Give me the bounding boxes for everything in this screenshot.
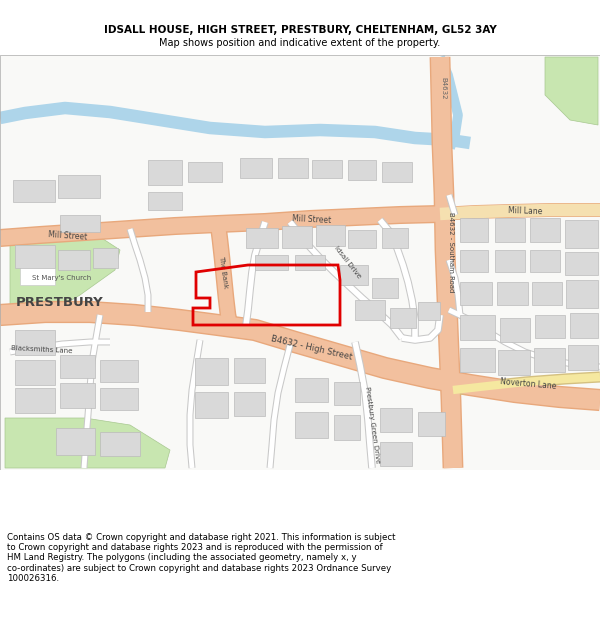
Text: Prestbury Green Drive: Prestbury Green Drive — [364, 386, 380, 464]
Polygon shape — [234, 358, 265, 383]
Polygon shape — [530, 250, 560, 272]
Polygon shape — [60, 383, 95, 408]
Polygon shape — [570, 313, 598, 338]
Polygon shape — [534, 348, 565, 372]
Polygon shape — [148, 160, 182, 185]
Polygon shape — [56, 428, 95, 455]
Polygon shape — [497, 282, 528, 305]
Polygon shape — [295, 412, 328, 438]
Polygon shape — [10, 233, 120, 310]
Polygon shape — [20, 258, 55, 285]
Polygon shape — [100, 432, 140, 456]
Polygon shape — [495, 250, 525, 272]
Polygon shape — [418, 302, 440, 320]
Polygon shape — [460, 250, 488, 272]
Polygon shape — [565, 252, 598, 275]
Polygon shape — [195, 358, 228, 385]
Polygon shape — [498, 350, 530, 375]
Polygon shape — [334, 415, 360, 440]
Polygon shape — [535, 315, 565, 338]
Text: IDSALL HOUSE, HIGH STREET, PRESTBURY, CHELTENHAM, GL52 3AY: IDSALL HOUSE, HIGH STREET, PRESTBURY, CH… — [104, 25, 496, 35]
Polygon shape — [15, 388, 55, 413]
Polygon shape — [382, 162, 412, 182]
Polygon shape — [58, 175, 100, 198]
Text: Mill Street: Mill Street — [48, 230, 88, 242]
Polygon shape — [390, 308, 416, 328]
Polygon shape — [500, 318, 530, 342]
Text: Noverton Lane: Noverton Lane — [500, 377, 556, 391]
Polygon shape — [278, 158, 308, 178]
Polygon shape — [100, 360, 138, 382]
Polygon shape — [460, 282, 492, 305]
Polygon shape — [15, 245, 55, 268]
Polygon shape — [380, 408, 412, 432]
Text: Idsall Drive: Idsall Drive — [334, 245, 362, 279]
Polygon shape — [240, 158, 272, 178]
Polygon shape — [15, 360, 55, 385]
Polygon shape — [316, 225, 345, 246]
Polygon shape — [382, 228, 408, 248]
Polygon shape — [195, 392, 228, 418]
Polygon shape — [282, 226, 312, 248]
Text: Map shows position and indicative extent of the property.: Map shows position and indicative extent… — [160, 38, 440, 48]
Polygon shape — [234, 392, 265, 416]
Polygon shape — [334, 382, 360, 405]
Polygon shape — [460, 348, 495, 372]
Polygon shape — [255, 255, 288, 270]
Polygon shape — [380, 442, 412, 466]
Polygon shape — [148, 192, 182, 210]
Polygon shape — [565, 220, 598, 248]
Polygon shape — [545, 57, 598, 125]
Polygon shape — [566, 280, 598, 308]
Text: Blacksmiths Lane: Blacksmiths Lane — [11, 346, 73, 354]
Polygon shape — [93, 248, 118, 268]
Text: The Bank: The Bank — [218, 255, 228, 289]
Text: B4632 - Southam Road: B4632 - Southam Road — [448, 212, 454, 292]
Polygon shape — [418, 412, 445, 436]
Text: St Mary's Church: St Mary's Church — [32, 275, 92, 281]
Polygon shape — [0, 55, 600, 470]
Polygon shape — [348, 230, 376, 248]
Polygon shape — [348, 160, 376, 180]
Polygon shape — [295, 378, 328, 402]
Polygon shape — [60, 215, 100, 232]
Polygon shape — [15, 330, 55, 355]
Text: Contains OS data © Crown copyright and database right 2021. This information is : Contains OS data © Crown copyright and d… — [7, 532, 396, 583]
Polygon shape — [568, 345, 598, 370]
Polygon shape — [58, 250, 90, 270]
Text: Mill Street: Mill Street — [292, 214, 332, 226]
Polygon shape — [246, 228, 278, 248]
Polygon shape — [532, 282, 562, 305]
Text: Mill Lane: Mill Lane — [508, 206, 542, 216]
Polygon shape — [340, 265, 368, 285]
Polygon shape — [460, 315, 495, 340]
Polygon shape — [13, 180, 55, 202]
Text: PRESTBURY: PRESTBURY — [16, 296, 104, 309]
Polygon shape — [372, 278, 398, 298]
Polygon shape — [295, 255, 325, 270]
Polygon shape — [495, 218, 525, 242]
Text: B4632: B4632 — [440, 77, 446, 99]
Polygon shape — [355, 300, 385, 320]
Polygon shape — [312, 160, 342, 178]
Polygon shape — [460, 218, 488, 242]
Text: B4632 - High Street: B4632 - High Street — [271, 334, 353, 362]
Polygon shape — [5, 418, 170, 468]
Polygon shape — [60, 355, 95, 378]
Polygon shape — [530, 218, 560, 242]
Polygon shape — [188, 162, 222, 182]
Polygon shape — [100, 388, 138, 410]
